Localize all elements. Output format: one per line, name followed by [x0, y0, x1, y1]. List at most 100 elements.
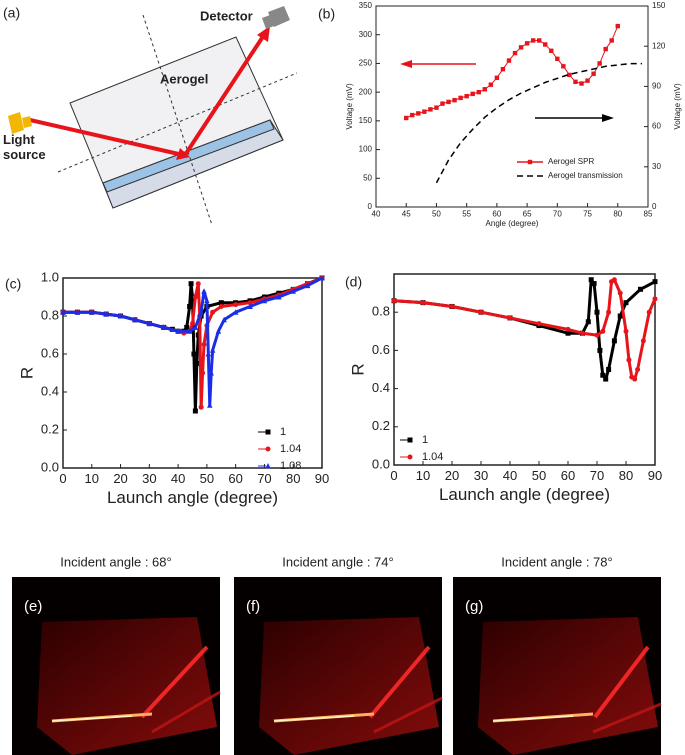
x-tick-label: 50 [432, 209, 441, 218]
bright-beam [273, 715, 355, 722]
marker [209, 347, 216, 353]
marker [494, 75, 500, 80]
detector-icon [262, 15, 274, 29]
x-tick-label: 50 [200, 471, 214, 486]
plot-frame [62, 277, 323, 469]
marker [652, 279, 658, 285]
y2-tick-label: 60 [652, 122, 661, 131]
photo: Incident angle : 68° (e) [12, 554, 221, 755]
x-tick-label: 40 [171, 471, 185, 486]
marker [585, 319, 591, 325]
legend-label: 1.08 [280, 460, 301, 472]
y-tick-label: 0.8 [41, 307, 59, 322]
glow-region [478, 617, 658, 755]
detector-icon [268, 6, 290, 27]
marker [422, 109, 427, 114]
light-source-icon [8, 112, 24, 134]
marker [617, 313, 623, 319]
legend-marker [265, 446, 271, 452]
marker [195, 332, 201, 338]
marker [117, 313, 124, 319]
y-tick-label: 200 [359, 87, 373, 96]
y-tick-label: 150 [359, 116, 373, 125]
marker [404, 115, 409, 121]
marker [611, 338, 617, 344]
marker [482, 87, 487, 92]
marker [632, 376, 638, 382]
marker [623, 328, 629, 334]
series-line [393, 278, 657, 381]
marker [606, 309, 612, 315]
legend-label: 1 [422, 434, 428, 446]
marker [218, 304, 224, 309]
marker [565, 330, 571, 336]
legend-label: 1 [280, 426, 286, 438]
marker [247, 303, 253, 309]
y2-tick-label: 150 [652, 1, 666, 10]
marker [561, 64, 566, 69]
panel-label: (b) [318, 6, 335, 22]
marker [187, 304, 193, 309]
photo-caption: Incident angle : 78° [501, 554, 612, 569]
x-tick-label: 60 [228, 471, 242, 486]
y-tick-label: 0.6 [372, 342, 390, 357]
marker [103, 311, 109, 317]
marker [146, 320, 153, 327]
marker [192, 294, 198, 300]
marker [594, 309, 600, 315]
series-line [435, 62, 642, 184]
photo-label: (g) [465, 598, 483, 615]
marker [567, 72, 572, 78]
x-tick-label: 10 [85, 471, 99, 486]
marker [543, 42, 548, 47]
marker [476, 89, 481, 95]
beam [140, 645, 209, 719]
x-tick-label: 45 [402, 209, 411, 218]
source-label: Light source [3, 132, 46, 162]
y2-tick-label: 90 [652, 82, 661, 91]
y-tick-label: 50 [363, 173, 372, 182]
b-arrows [400, 60, 614, 122]
marker [588, 277, 594, 283]
y-tick-label: 0.6 [41, 345, 59, 360]
x-tick-label: 60 [492, 209, 501, 218]
marker [464, 93, 469, 99]
legend-marker [265, 463, 271, 469]
marker [573, 79, 578, 85]
legend-label: Aerogel SPR [548, 157, 594, 166]
marker [198, 404, 204, 410]
y-tick-label: 0.4 [372, 380, 390, 395]
x-tick-label: 50 [532, 468, 546, 483]
marker [184, 324, 190, 330]
marker [198, 309, 204, 315]
x-axis-label: Launch angle (degree) [107, 488, 278, 507]
marker [194, 361, 200, 366]
light-source-icon [22, 116, 32, 128]
marker [190, 321, 195, 327]
marker [600, 372, 606, 378]
marker [638, 286, 643, 292]
marker [276, 294, 282, 300]
marker [232, 309, 239, 315]
beam [373, 696, 443, 734]
marker [591, 281, 597, 287]
arrow-head [176, 148, 190, 160]
reflected-beam [183, 33, 266, 157]
x-tick-label: 30 [474, 468, 488, 483]
x-tick-label: 75 [583, 209, 592, 218]
marker [609, 38, 614, 43]
photo-label: (f) [246, 598, 260, 615]
marker [208, 370, 214, 376]
marker [549, 48, 554, 53]
marker [420, 300, 426, 306]
marker [506, 58, 512, 63]
y2-tick-label: 0 [652, 202, 657, 211]
marker [478, 309, 484, 315]
photo: Incident angle : 78° (g) [453, 554, 662, 755]
marker [470, 91, 475, 97]
x-tick-label: 70 [590, 468, 604, 483]
chart: 40 45 50 55 60 65 70 75 80 8505010015020025030035… [318, 1, 682, 228]
y-tick-label: 250 [359, 59, 373, 68]
beam [151, 690, 221, 734]
